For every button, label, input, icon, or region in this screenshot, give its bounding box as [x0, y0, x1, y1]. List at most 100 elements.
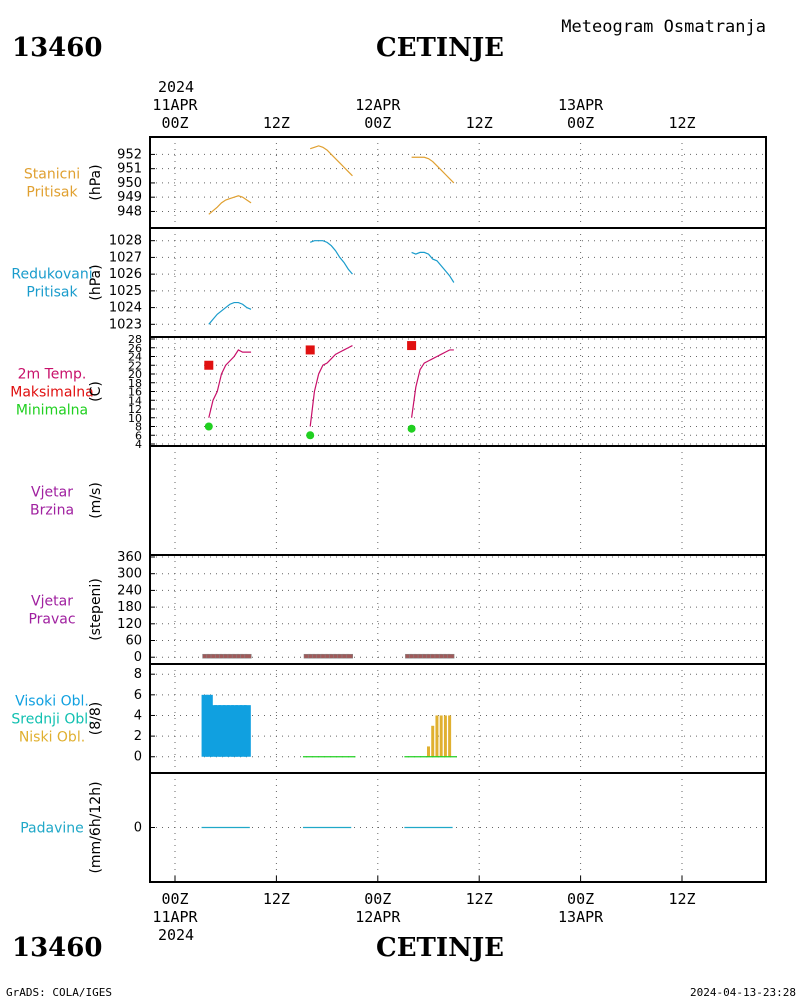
wind-dir-marker: [244, 653, 252, 659]
bottom-hour-label: 00Z: [161, 890, 188, 908]
high-cloud-bar: [214, 705, 222, 757]
y-tick-label: 24: [128, 351, 142, 364]
grid: [150, 337, 766, 446]
y-tick-label: 22: [128, 359, 142, 372]
y-tick-label: 950: [117, 176, 142, 191]
top-hour-label: 12Z: [263, 114, 290, 132]
low-cloud-bar: [439, 715, 443, 757]
top-date-label: 13APR: [558, 96, 604, 114]
y-tick-label: 180: [117, 600, 142, 615]
y-tick-label: 1028: [109, 234, 142, 249]
y-tick-label: 1023: [109, 317, 142, 332]
y-tick-label: 6: [134, 688, 142, 703]
y-tick-label: 240: [117, 583, 142, 598]
bottom-hour-label: 12Z: [668, 890, 695, 908]
credit: GrADS: COLA/IGES: [6, 986, 112, 999]
y-tick-label: 20: [128, 368, 142, 381]
grid: [150, 228, 766, 337]
y-tick-label: 300: [117, 567, 142, 582]
low-cloud-bar: [431, 725, 435, 757]
bottom-hour-label: 12Z: [466, 890, 493, 908]
y-tick-label: 4: [135, 438, 142, 451]
low-cloud-bar: [448, 715, 452, 757]
panel-label: 2m Temp.: [18, 367, 87, 383]
panel-label: Padavine: [20, 821, 84, 837]
timestamp: 2024-04-13-23:28: [690, 986, 796, 999]
y-tick-label: 8: [135, 421, 142, 434]
chart-title: Meteogram Osmatranja: [561, 17, 766, 37]
y-tick-label: 4: [134, 708, 142, 723]
series-line: [208, 195, 252, 215]
y-tick-label: 18: [128, 377, 142, 390]
panel-label: Minimalna: [16, 403, 88, 419]
series-line: [411, 349, 454, 418]
y-tick-label: 360: [117, 550, 142, 565]
y-tick-label: 952: [117, 147, 142, 162]
bottom-date-label: 13APR: [558, 908, 604, 926]
y-axis-label: (m/s): [88, 482, 104, 519]
min-temp-marker: [204, 422, 213, 431]
top-hour-label: 12Z: [466, 114, 493, 132]
panel-label: Stanicni: [24, 167, 80, 183]
wind-dir-marker: [447, 653, 455, 659]
y-tick-label: 951: [117, 162, 142, 177]
bottom-hour-label: 12Z: [263, 890, 290, 908]
high-cloud-bar: [243, 705, 251, 757]
top-hour-label: 00Z: [567, 114, 594, 132]
panel-frame: [149, 136, 767, 229]
y-axis-label: (hPa): [88, 164, 104, 200]
max-temp-marker: [305, 345, 315, 355]
bottom-hour-label: 00Z: [364, 890, 391, 908]
y-tick-label: 12: [128, 403, 142, 416]
y-tick-label: 1025: [109, 284, 142, 299]
y-axis-label: (mm/6h/12h): [88, 781, 104, 873]
grid: [150, 773, 766, 882]
panel-frame: [149, 227, 767, 338]
y-tick-label: 0: [134, 650, 142, 665]
top-date-label: 12APR: [355, 96, 401, 114]
series-line: [411, 156, 455, 184]
y-tick-label: 26: [128, 342, 142, 355]
station-name-bottom: CETINJE: [376, 933, 504, 963]
grid: [150, 664, 766, 773]
panel-label: Redukovani: [11, 267, 92, 283]
y-tick-label: 10: [128, 412, 142, 425]
panel-label: Pritisak: [26, 285, 78, 301]
series-line: [310, 145, 353, 177]
y-axis-label: (hPa): [88, 264, 104, 300]
panel-frame: [149, 445, 767, 556]
y-tick-label: 16: [128, 386, 142, 399]
panel-label: Niski Obl.: [19, 730, 85, 746]
year-bottom: 2024: [158, 926, 194, 944]
y-tick-label: 0: [134, 750, 142, 765]
panel-wind_speed: Vjetar Brzina (m/s): [30, 445, 767, 556]
bottom-time-axis: 00Z 12Z 00Z 12Z 00Z 12Z 11APR 12APR 13APR: [152, 876, 696, 926]
y-tick-label: 60: [125, 634, 142, 649]
high-cloud-bar: [201, 694, 209, 757]
panel-label: Visoki Obl.: [15, 694, 89, 710]
y-axis-label: (stepeni): [88, 578, 104, 641]
station-id-bottom: 13460: [12, 933, 102, 963]
panel-precipitation: Padavine (mm/6h/12h) 0: [20, 772, 767, 883]
y-tick-label: 1024: [109, 301, 142, 316]
y-tick-label: 2: [134, 729, 142, 744]
y-tick-label: 14: [128, 394, 142, 407]
bottom-hour-label: 00Z: [567, 890, 594, 908]
y-tick-label: 1026: [109, 267, 142, 282]
top-date-label: 11APR: [152, 96, 198, 114]
panel-label: Pritisak: [26, 185, 78, 201]
min-temp-marker: [306, 431, 315, 440]
panel-temperature: 2m Temp.MaksimalnaMinimalna(C)4681012141…: [10, 333, 767, 451]
panel-label: Vjetar: [31, 594, 73, 610]
high-cloud-bar: [231, 705, 239, 757]
series-line: [309, 240, 353, 275]
y-tick-label: 948: [117, 204, 142, 219]
y-tick-label: 1027: [109, 250, 142, 265]
series-line: [208, 301, 252, 325]
max-temp-marker: [204, 360, 214, 370]
panel-label: Vjetar: [31, 485, 73, 501]
high-cloud-bar: [239, 705, 247, 757]
series-line: [309, 345, 353, 427]
